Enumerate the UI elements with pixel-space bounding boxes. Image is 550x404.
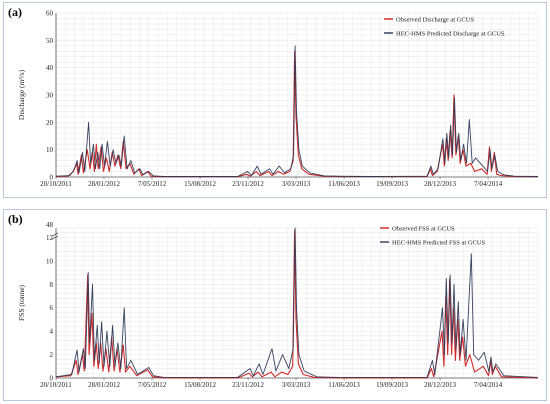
y-tick-label: 30 bbox=[46, 92, 54, 100]
series-line-predicted bbox=[55, 45, 539, 177]
x-tick-label: 7/04/2014 bbox=[474, 180, 503, 188]
legend-entry: Observed Discharge at GCUS bbox=[396, 17, 474, 24]
y-axis-label: Discharge (m³/s) bbox=[17, 69, 26, 120]
x-tick-label: 20/10/2011 bbox=[40, 381, 72, 389]
discharge-chart: 0 10 20 30 40 50 60 20/10/2011 28/01/2012 7/05/20… bbox=[17, 10, 539, 188]
series-line-predicted bbox=[55, 227, 539, 378]
y-tick-label: 20 bbox=[46, 119, 54, 127]
x-tick-label: 3/03/2013 bbox=[282, 180, 311, 188]
legend-entry: Observed FSS at GCUS bbox=[392, 226, 455, 233]
grid bbox=[55, 12, 539, 178]
legend-entry: HEC-HMS Predicted Discharge at GCUS bbox=[396, 31, 505, 38]
y-break-label: 48 bbox=[46, 221, 54, 229]
fss-chart: 0 2 4 6 8 10 12 48 20/10/2011 28/01/2012 7/05/2012… bbox=[17, 221, 539, 389]
y-tick-label: 40 bbox=[46, 64, 54, 72]
x-tick-label: 3/03/2013 bbox=[282, 381, 311, 389]
x-tick-label: 11/06/2013 bbox=[328, 180, 360, 188]
y-tick-label: 2 bbox=[50, 351, 54, 359]
y-tick-label: 0 bbox=[50, 174, 54, 182]
y-tick-label: 10 bbox=[46, 257, 54, 265]
x-tick-label: 19/09/2013 bbox=[376, 381, 408, 389]
legend-entry: HEC-HMS Predicted FSS at GCUS bbox=[392, 240, 486, 247]
x-tick-label: 28/12/2013 bbox=[424, 180, 456, 188]
y-tick-label: 50 bbox=[46, 37, 54, 45]
x-tick-label: 7/05/2012 bbox=[138, 180, 167, 188]
y-tick-label: 10 bbox=[46, 146, 54, 154]
legend: Observed Discharge at GCUS HEC-HMS Predic… bbox=[384, 17, 505, 38]
series-line-observed bbox=[55, 229, 539, 379]
panel-label: (b) bbox=[8, 212, 23, 226]
chart-panel-discharge: (a) 0 10 20 30 40 50 60 20/10/2011 28/01/2012 7/0… bbox=[3, 2, 547, 198]
y-tick-label: 12 bbox=[46, 234, 54, 242]
x-tick-label: 7/04/2014 bbox=[474, 381, 503, 389]
y-tick-label: 6 bbox=[50, 304, 54, 312]
y-tick-label: 8 bbox=[50, 281, 54, 289]
x-tick-label: 7/05/2012 bbox=[138, 381, 167, 389]
x-tick-label: 28/01/2012 bbox=[88, 180, 120, 188]
axis-break-mark bbox=[51, 232, 59, 240]
y-axis-label: FSS (tonne) bbox=[17, 284, 26, 321]
x-tick-label: 28/12/2013 bbox=[424, 381, 456, 389]
x-tick-label: 23/11/2012 bbox=[232, 180, 264, 188]
x-tick-label: 11/06/2013 bbox=[328, 381, 360, 389]
y-tick-label: 0 bbox=[50, 375, 54, 383]
y-tick-label: 60 bbox=[46, 10, 54, 18]
panel-label: (a) bbox=[8, 5, 22, 19]
legend: Observed FSS at GCUS HEC-HMS Predicted FS… bbox=[380, 226, 486, 247]
x-tick-label: 20/10/2011 bbox=[40, 180, 72, 188]
x-tick-label: 23/11/2012 bbox=[232, 381, 264, 389]
x-tick-label: 19/09/2013 bbox=[376, 180, 408, 188]
chart-panel-fss: (b) 0 2 4 6 8 10 12 48 20/10/2011 28/01/2012 7/05/… bbox=[3, 209, 547, 401]
y-tick-label: 4 bbox=[50, 328, 54, 336]
x-tick-label: 15/08/2012 bbox=[184, 180, 216, 188]
x-tick-label: 28/01/2012 bbox=[88, 381, 120, 389]
x-tick-label: 15/08/2012 bbox=[184, 381, 216, 389]
